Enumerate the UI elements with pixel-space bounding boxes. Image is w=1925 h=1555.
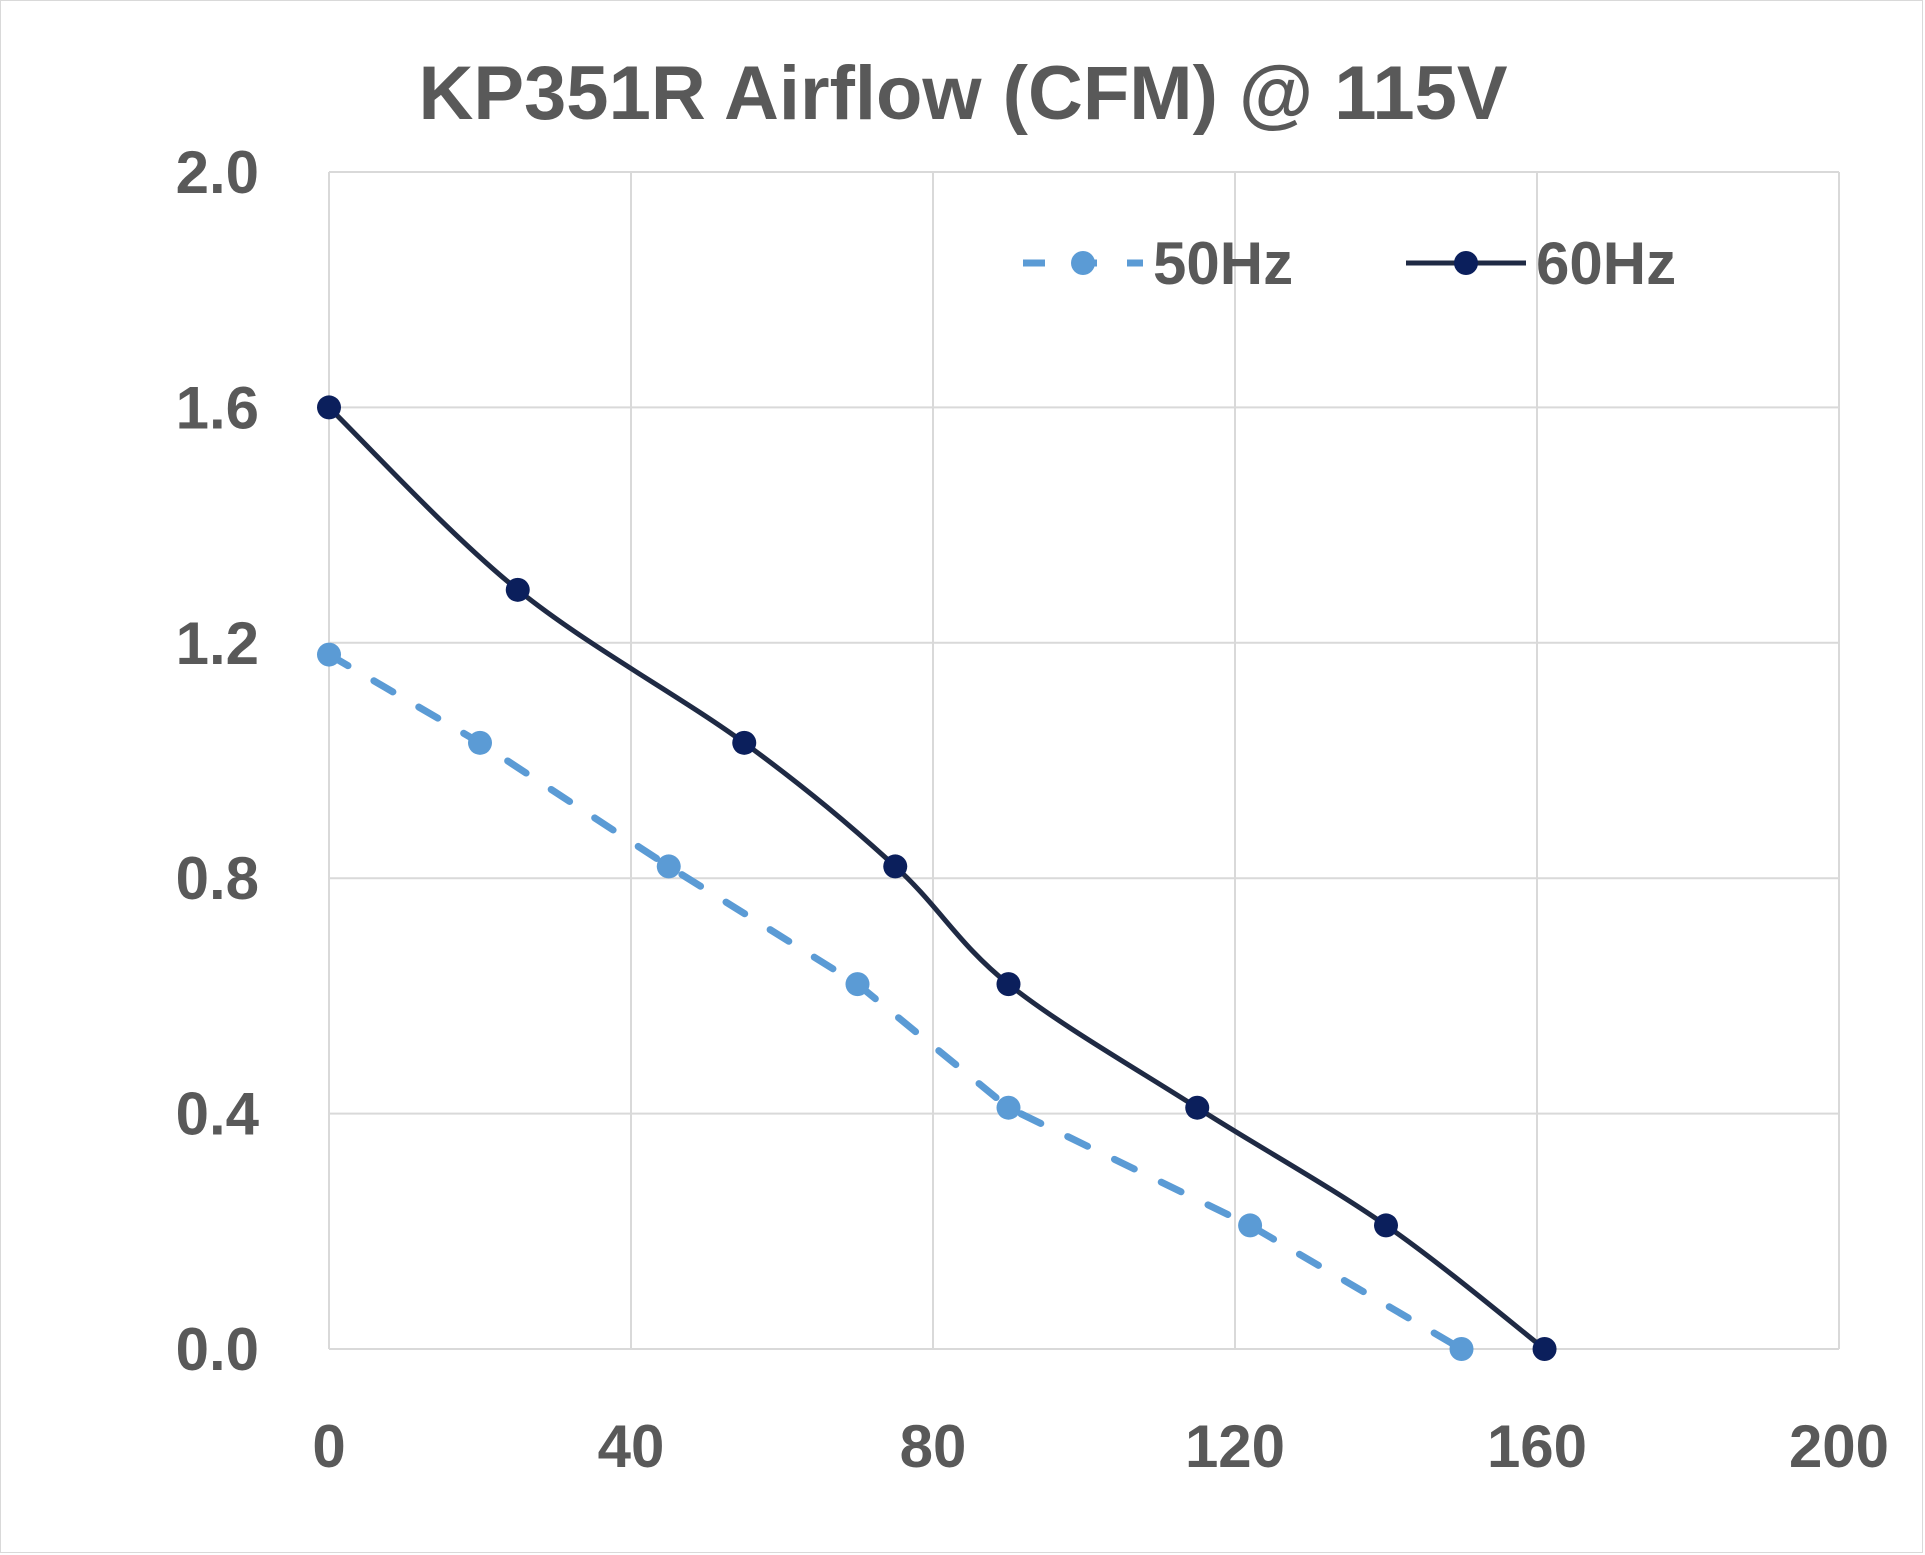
y-tick-label: 1.2: [176, 610, 259, 677]
legend-marker: [1071, 251, 1095, 275]
data-point: [996, 1095, 1021, 1120]
x-tick-label: 160: [1487, 1413, 1587, 1480]
legend-item-50Hz: 50Hz: [1023, 230, 1293, 297]
legend-label: 60Hz: [1536, 230, 1676, 297]
data-point: [732, 730, 757, 755]
data-point: [845, 972, 870, 997]
y-tick-label: 2.0: [176, 139, 259, 206]
series-50Hz: [317, 642, 1474, 1361]
data-point: [1532, 1337, 1557, 1361]
series-layer: [317, 395, 1557, 1361]
x-tick-label: 80: [900, 1413, 967, 1480]
y-tick-label: 0.0: [176, 1316, 259, 1383]
data-point: [1238, 1213, 1263, 1238]
data-point: [883, 854, 908, 879]
x-tick-label: 200: [1789, 1413, 1889, 1480]
tick-labels: 0.0 0.4 0.8 1.2 1.6 2.0 0 40 80 120 160 200: [176, 139, 1889, 1480]
y-tick-label: 0.4: [176, 1081, 260, 1148]
x-tick-label: 40: [598, 1413, 665, 1480]
y-tick-label: 1.6: [176, 374, 259, 441]
legend-item-60Hz: 60Hz: [1406, 230, 1676, 297]
data-point: [656, 854, 681, 879]
legend-label: 50Hz: [1153, 230, 1293, 297]
grid-layer: [328, 171, 1840, 1350]
y-tick-label: 0.8: [176, 845, 259, 912]
series-line-50Hz: [325, 651, 1465, 1353]
data-point: [317, 395, 341, 420]
chart-title: KP351R Airflow (CFM) @ 115V: [418, 51, 1507, 136]
data-point: [996, 972, 1021, 997]
legend: 50Hz 60Hz: [1023, 230, 1676, 297]
legend-marker: [1454, 251, 1478, 275]
series-60Hz: [317, 395, 1557, 1361]
x-tick-label: 120: [1185, 1413, 1285, 1480]
data-point: [1185, 1095, 1210, 1120]
data-point: [1374, 1213, 1398, 1238]
data-point: [317, 642, 341, 667]
x-tick-label: 0: [312, 1413, 345, 1480]
data-point: [1449, 1337, 1474, 1361]
data-point: [505, 577, 530, 602]
data-point: [468, 730, 492, 755]
